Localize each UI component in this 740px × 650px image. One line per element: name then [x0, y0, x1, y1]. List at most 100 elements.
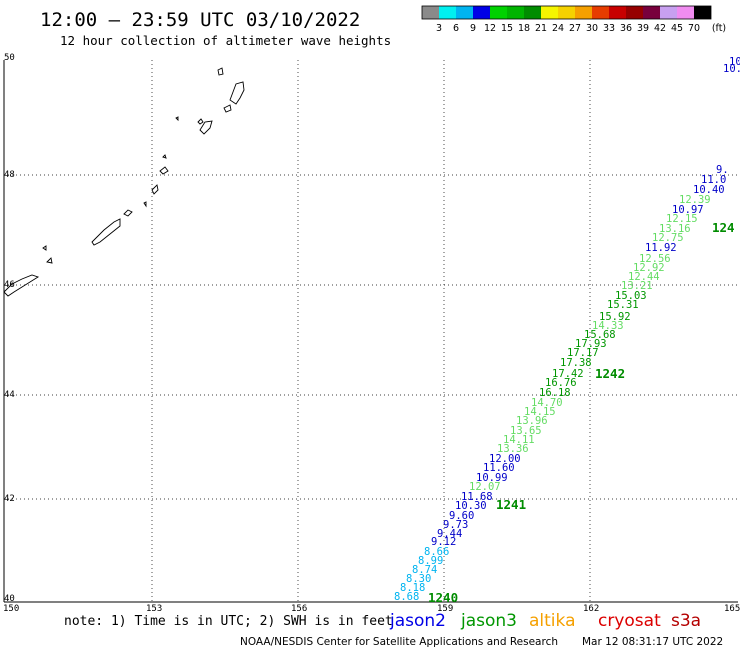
swh-value-label: 15.92: [599, 311, 631, 323]
colorbar-label-12: 39: [637, 23, 649, 34]
swh-value-label: 15.31: [607, 299, 639, 311]
lat-tick-46: 46: [4, 280, 15, 290]
lon-tick-159: 159: [437, 604, 453, 614]
lat-tick-44: 44: [4, 390, 15, 400]
swh-value-label: 13.21: [621, 280, 653, 292]
island-outline-4: [199, 120, 213, 135]
coastline-outlines: [3, 67, 245, 297]
swh-value-label: 9.73: [443, 519, 468, 531]
sat-legend-s3a: s3a: [671, 611, 701, 631]
island-outline-12: [91, 218, 121, 246]
swh-value-label: 13.36: [497, 443, 529, 455]
footer-note: note: 1) Time is in UTC; 2) SWH is in fe…: [64, 614, 393, 629]
colorbar-swatch-4: [490, 6, 507, 19]
color-scale-legend: 3 6 9 12 15 18 21 24 27 30 33 36 39 42 4…: [421, 5, 726, 34]
lat-tick-50: 50: [4, 53, 15, 63]
swh-value-label: 12.75: [652, 232, 684, 244]
swh-value-label: 8.30: [406, 573, 431, 585]
swh-value-label: 13.96: [516, 415, 548, 427]
swh-value-label: 14.70: [531, 397, 563, 409]
swh-value-label: 10.99: [476, 472, 508, 484]
colorbar-label-0: 3: [436, 23, 442, 34]
colorbar-label-5: 18: [518, 23, 530, 34]
swh-value-label: 16.76: [545, 377, 577, 389]
colorbar-swatch-2: [456, 6, 473, 19]
colorbar-swatch-7: [541, 6, 558, 19]
sat-legend-jason2: jason2: [389, 611, 446, 631]
swh-value-label: 17.38: [560, 357, 592, 369]
island-outline-10: [143, 201, 147, 208]
swh-value-label: 13.65: [510, 425, 542, 437]
swh-value-label: 17.17: [567, 347, 599, 359]
sat-legend-altika: altika: [529, 611, 576, 631]
colorbar-label-3: 12: [484, 23, 496, 34]
colorbar-label-1: 6: [453, 23, 459, 34]
colorbar-label-4: 15: [501, 23, 513, 34]
swh-value-label: 10: [729, 56, 740, 68]
swh-value-label: 12.56: [639, 253, 671, 265]
hokkaido-coast: [3, 274, 40, 297]
lat-tick-42: 42: [4, 494, 15, 504]
colorbar-swatch-14: [660, 6, 677, 19]
swh-value-label: 9.: [716, 164, 729, 176]
island-outline-3: [223, 104, 232, 113]
colorbar-swatch-16: [694, 6, 711, 19]
swh-value-label: 10.30: [455, 500, 487, 512]
swh-value-label: 14.33: [592, 320, 624, 332]
colorbar-label-8: 27: [569, 23, 581, 34]
swh-value-label: 17.42: [552, 368, 584, 380]
track-time-label-124: 124: [712, 220, 735, 235]
island-outline-6: [175, 116, 179, 122]
swh-observations: 8.688.188.308.748.998.669.129.449.739.60…: [394, 56, 740, 603]
swh-value-label: 12.07: [469, 481, 501, 493]
swh-value-label: 9.12: [431, 536, 456, 548]
lat-lon-grid: [4, 60, 738, 602]
track-time-label-1241: 1241: [496, 497, 526, 512]
footer-timestamp: Mar 12 08:31:17 UTC 2022: [582, 636, 723, 648]
colorbar-label-7: 24: [552, 23, 564, 34]
map-subtitle: 12 hour collection of altimeter wave hei…: [60, 33, 391, 48]
colorbar-swatch-9: [575, 6, 592, 19]
swh-value-label: 14.15: [524, 406, 556, 418]
colorbar-swatch-6: [524, 6, 541, 19]
track-time-label-1240: 1240: [428, 590, 458, 605]
colorbar-swatch-13: [643, 6, 660, 19]
swh-value-label: 11.60: [483, 462, 515, 474]
map-frame: [3, 60, 738, 603]
colorbar-label-11: 36: [620, 23, 632, 34]
swh-value-label: 14.11: [503, 434, 535, 446]
colorbar-label-14: 45: [671, 23, 683, 34]
colorbar-unit: (ft): [712, 23, 726, 34]
swh-value-label: 8.18: [400, 582, 425, 594]
swh-value-label: 8.74: [412, 564, 437, 576]
lon-tick-153: 153: [146, 604, 162, 614]
swh-value-label: 16.18: [539, 387, 571, 399]
swh-value-label: 12.39: [679, 194, 711, 206]
map-title: 12:00 — 23:59 UTC 03/10/2022: [40, 9, 360, 31]
lon-tick-165: 165: [724, 604, 740, 614]
island-outline-7: [162, 154, 167, 159]
swh-value-label: 9.44: [437, 528, 462, 540]
sat-legend-jason3: jason3: [460, 611, 517, 631]
swh-value-label: 11.92: [645, 242, 677, 254]
swh-value-label: 12.44: [628, 271, 660, 283]
island-outline-11: [123, 209, 133, 217]
swh-value-label: 8.68: [394, 591, 419, 603]
swh-value-label: 12.00: [489, 453, 521, 465]
island-outline-8: [159, 166, 169, 175]
swh-value-label: 10.40: [693, 184, 725, 196]
swh-value-label: 17.93: [575, 338, 607, 350]
track-time-label-1242: 1242: [595, 366, 625, 381]
lon-tick-162: 162: [583, 604, 599, 614]
colorbar-swatch-0: [422, 6, 439, 19]
colorbar-swatch-15: [677, 6, 694, 19]
footer-credit: NOAA/NESDIS Center for Satellite Applica…: [240, 636, 558, 648]
swh-value-label: 9.60: [449, 510, 474, 522]
swh-value-label: 12.92: [633, 262, 665, 274]
colorbar-swatch-12: [626, 6, 643, 19]
colorbar-label-15: 70: [688, 23, 700, 34]
colorbar-label-9: 30: [586, 23, 598, 34]
colorbar-swatch-11: [609, 6, 626, 19]
colorbar-swatch-8: [558, 6, 575, 19]
